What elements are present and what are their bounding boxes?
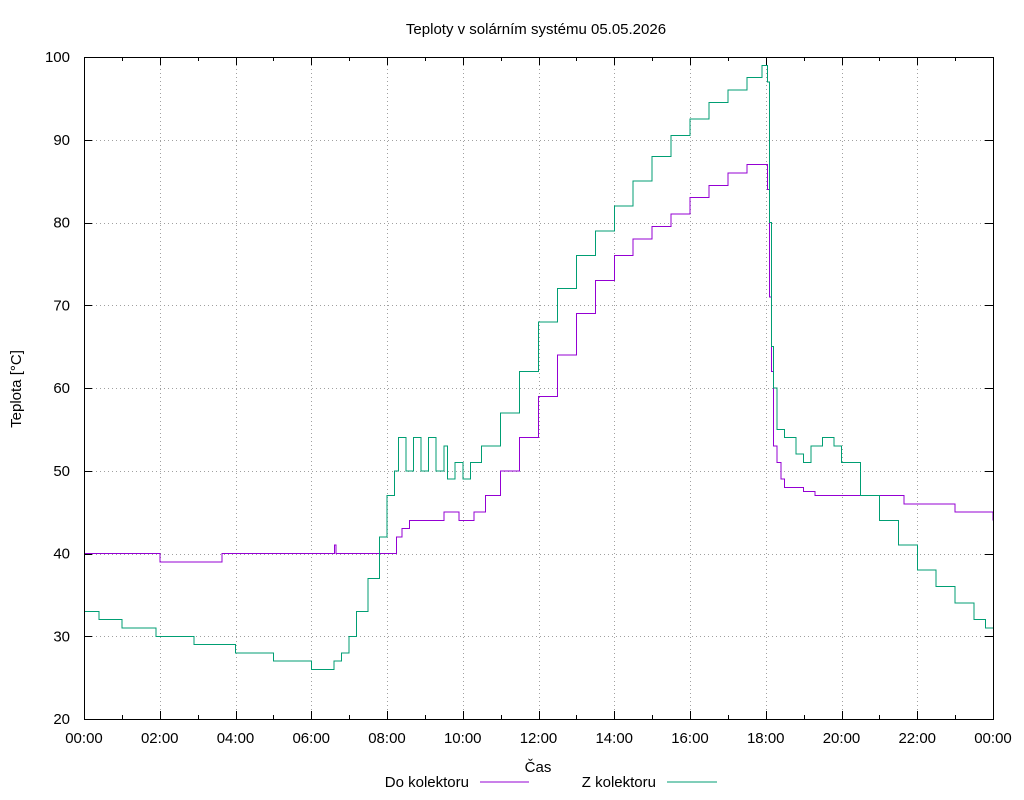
y-tick-label: 40 bbox=[53, 546, 70, 563]
x-tick-label: 00:00 bbox=[65, 730, 103, 747]
y-tick-label: 20 bbox=[53, 711, 70, 728]
x-tick-label: 02:00 bbox=[141, 730, 179, 747]
x-tick-label: 20:00 bbox=[823, 730, 861, 747]
y-tick-label: 30 bbox=[53, 628, 70, 645]
chart-title: Teploty v solárním systému 05.05.2026 bbox=[406, 21, 666, 38]
y-tick-label: 100 bbox=[45, 49, 70, 66]
series-z-kolektoru bbox=[84, 64, 993, 670]
x-tick-label: 06:00 bbox=[292, 730, 330, 747]
y-tick-label: 60 bbox=[53, 380, 70, 397]
y-tick-label: 90 bbox=[53, 132, 70, 149]
x-tick-label: 14:00 bbox=[595, 730, 633, 747]
x-tick-label: 12:00 bbox=[520, 730, 558, 747]
x-tick-label: 08:00 bbox=[368, 730, 406, 747]
y-axis-label: Teplota [°C] bbox=[8, 350, 25, 428]
legend: Do kolektoru Z kolektoru bbox=[385, 774, 717, 791]
x-tick-label: 16:00 bbox=[671, 730, 709, 747]
series-layer bbox=[84, 64, 994, 670]
x-axis-label: Čas bbox=[525, 759, 552, 776]
x-tick-label: 22:00 bbox=[898, 730, 936, 747]
legend-label-do-kolektoru: Do kolektoru bbox=[385, 774, 469, 791]
axis-ticks: 20 30 40 50 60 70 80 90 100 00:00 02:00 04:00 06:00 0… bbox=[45, 49, 1012, 747]
x-tick-label: 10:00 bbox=[444, 730, 482, 747]
y-tick-label: 80 bbox=[53, 215, 70, 232]
grid bbox=[84, 57, 993, 719]
legend-label-z-kolektoru: Z kolektoru bbox=[582, 774, 656, 791]
series-do-kolektoru bbox=[84, 164, 994, 563]
x-tick-label: 04:00 bbox=[217, 730, 255, 747]
y-tick-label: 70 bbox=[53, 297, 70, 314]
x-tick-label: 00:00 bbox=[974, 730, 1012, 747]
x-tick-label: 18:00 bbox=[747, 730, 785, 747]
y-tick-label: 50 bbox=[53, 463, 70, 480]
